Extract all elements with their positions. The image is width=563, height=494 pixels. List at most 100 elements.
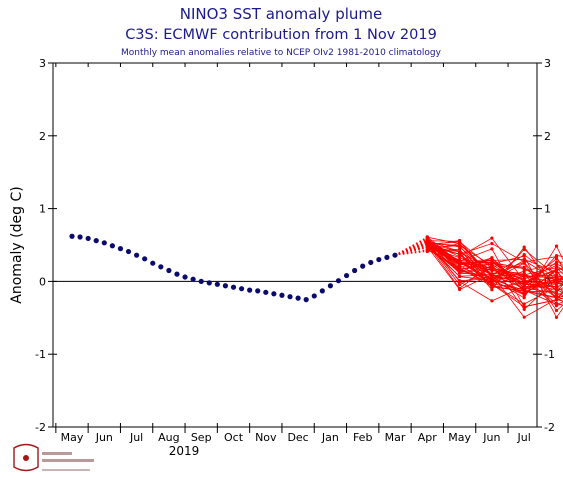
forecast-point — [490, 274, 494, 278]
forecast-point — [458, 267, 462, 271]
forecast-point — [554, 255, 559, 259]
forecast-point — [522, 245, 526, 249]
observed-point — [360, 263, 366, 269]
forecast-point — [490, 288, 494, 292]
forecast-point — [458, 271, 462, 275]
y-tick-label-left: 1 — [39, 203, 46, 216]
forecast-point — [522, 260, 526, 264]
forecast-point — [554, 308, 559, 313]
observed-point — [303, 297, 309, 303]
x-tick-label: Jun — [482, 431, 500, 444]
forecast-point — [554, 284, 559, 289]
x-tick-label: Mar — [385, 431, 406, 444]
forecast-point — [490, 260, 494, 265]
x-tick-label: Aug — [158, 431, 179, 444]
forecast-point — [425, 245, 429, 250]
forecast-point — [522, 289, 526, 293]
x-tick-label: Dec — [287, 431, 308, 444]
forecast-point — [522, 291, 526, 296]
forecast-point — [522, 277, 526, 281]
x-tick-label: May — [448, 431, 471, 444]
observed-point — [335, 278, 342, 284]
observed-point — [247, 287, 253, 293]
y-tick-label-left: -1 — [35, 348, 46, 361]
x-tick-label: Feb — [353, 431, 372, 444]
observed-point — [352, 267, 358, 274]
forecast-point — [490, 278, 494, 282]
forecast-point — [458, 274, 462, 279]
forecast-point — [522, 305, 526, 309]
observed-point — [134, 252, 140, 258]
observed-point — [214, 281, 220, 287]
forecast-point — [490, 282, 494, 286]
observed-point — [222, 283, 229, 289]
logo-dot-icon — [23, 455, 29, 461]
x-tick-label: Jul — [517, 431, 531, 444]
forecast-point — [522, 315, 526, 319]
forecast-point — [554, 260, 559, 264]
forecast-start-fan — [394, 247, 428, 256]
forecast-point — [522, 279, 526, 284]
forecast-point — [425, 242, 429, 246]
forecast-start-fan — [394, 245, 428, 256]
forecast-start-fan — [394, 240, 428, 256]
forecast-point — [554, 315, 559, 319]
forecast-start-fan — [394, 243, 428, 256]
observed-point — [69, 233, 75, 239]
y-tick-label-left: 3 — [39, 57, 46, 70]
forecast-member-line — [427, 238, 563, 296]
plot-frame — [52, 62, 538, 428]
copernicus-logo — [13, 443, 94, 472]
observed-point — [271, 291, 277, 297]
forecast-point — [522, 267, 526, 271]
year-label: 2019 — [169, 444, 200, 458]
x-tick-label: May — [61, 431, 84, 444]
forecast-point — [458, 247, 462, 251]
forecast-member-line — [427, 243, 563, 277]
observed-point — [85, 235, 91, 242]
forecast-point — [554, 277, 559, 281]
y-tick-label-right: -2 — [544, 421, 555, 434]
forecast-point — [554, 282, 559, 286]
forecast-member-line — [427, 246, 563, 293]
observed-point — [77, 234, 83, 240]
x-tick-label: Nov — [255, 431, 277, 444]
forecast-point — [490, 241, 494, 246]
logo-text-line-3 — [42, 469, 90, 471]
forecast-point — [458, 255, 462, 259]
forecast-point — [490, 256, 494, 260]
observed-point — [279, 292, 285, 298]
observed-point — [343, 272, 350, 279]
forecast-member-line — [427, 236, 563, 282]
forecast-member-line — [427, 237, 563, 307]
observed-point — [198, 278, 204, 284]
forecast-point — [554, 267, 559, 271]
forecast-point — [490, 299, 494, 303]
x-tick-label: Apr — [418, 431, 438, 444]
forecast-member-line — [426, 243, 563, 289]
forecast-point — [490, 285, 494, 289]
y-tick-label-right: 1 — [544, 203, 551, 216]
observed-point — [93, 238, 99, 244]
forecast-point — [522, 296, 526, 300]
observed-point — [166, 267, 172, 274]
observed-point — [150, 260, 156, 266]
forecast-point — [522, 307, 526, 311]
observed-point — [392, 252, 398, 258]
x-tick-label: Jan — [321, 431, 339, 444]
y-tick-label-right: 3 — [544, 57, 551, 70]
forecast-point — [554, 289, 559, 294]
observed-point — [319, 288, 325, 294]
forecast-point — [458, 250, 462, 254]
observed-point — [230, 284, 237, 290]
observed-point — [117, 246, 124, 252]
x-tick-label: Sep — [191, 431, 212, 444]
y-tick-label-left: 0 — [39, 275, 46, 288]
forecast-member-line — [427, 245, 563, 299]
forecast-point — [554, 304, 559, 308]
observed-point — [158, 264, 164, 270]
observed-point — [384, 254, 390, 260]
forecast-member-line — [427, 246, 563, 311]
chart-subtitle: C3S: ECMWF contribution from 1 Nov 2019 — [125, 27, 437, 43]
